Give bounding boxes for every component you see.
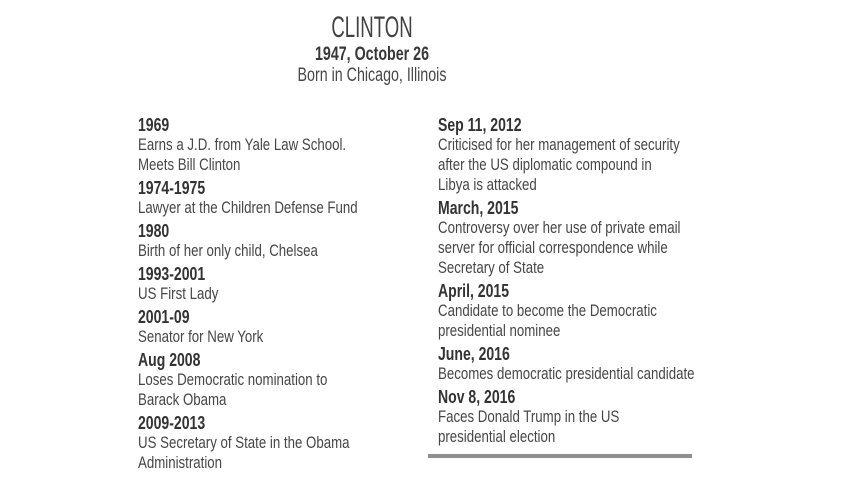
entry-date: 1993-2001 (138, 264, 206, 284)
bottom-divider-bar (428, 454, 692, 458)
timeline-entry: Aug 2008 Loses Democratic nomination to … (138, 350, 473, 410)
entry-date: 2001-09 (138, 307, 190, 327)
entry-description: Loses Democratic nomination to Barack Ob… (138, 370, 328, 409)
timeline-entry: April, 2015 Candidate to become the Demo… (438, 281, 773, 341)
timeline-left-column: 1969 Earns a J.D. from Yale Law School. … (138, 115, 473, 476)
entry-date: Sep 11, 2012 (438, 115, 522, 135)
timeline-entry: 1993-2001 US First Lady (138, 264, 473, 304)
timeline-entry: Nov 8, 2016 Faces Donald Trump in the US… (438, 387, 773, 447)
timeline-entry: 2001-09 Senator for New York (138, 307, 473, 347)
page-title: CLINTON (331, 11, 413, 44)
entry-date: Aug 2008 (138, 350, 201, 370)
entry-description: Controversy over her use of private emai… (438, 218, 681, 277)
entry-date: April, 2015 (438, 281, 510, 301)
entry-date: June, 2016 (438, 344, 510, 364)
timeline-entry: 1974-1975 Lawyer at the Children Defense… (138, 178, 473, 218)
entry-date: 1974-1975 (138, 178, 206, 198)
timeline-right-column: Sep 11, 2012 Criticised for her manageme… (438, 115, 773, 450)
entry-description: Candidate to become the Democratic presi… (438, 301, 657, 340)
entry-description: Earns a J.D. from Yale Law School. Meets… (138, 135, 347, 174)
entry-description: Lawyer at the Children Defense Fund (138, 198, 358, 217)
timeline-entry: 1980 Birth of her only child, Chelsea (138, 221, 473, 261)
entry-date: 1969 (138, 115, 170, 135)
entry-date: March, 2015 (438, 198, 519, 218)
birth-date: 1947, October 26 (314, 44, 430, 65)
entry-date: Nov 8, 2016 (438, 387, 516, 407)
entry-description: Criticised for her management of securit… (438, 135, 680, 194)
timeline-entry: 2009-2013 US Secretary of State in the O… (138, 413, 473, 473)
entry-description: Senator for New York (138, 327, 264, 346)
timeline-entry: 1969 Earns a J.D. from Yale Law School. … (138, 115, 473, 175)
birth-place: Born in Chicago, Illinois (297, 65, 447, 86)
entry-description: Birth of her only child, Chelsea (138, 241, 318, 260)
entry-description: US Secretary of State in the Obama Admin… (138, 433, 350, 472)
page-header: CLINTON 1947, October 26 Born in Chicago… (0, 11, 744, 87)
entry-description: Becomes democratic presidential candidat… (438, 364, 695, 383)
timeline-entry: June, 2016 Becomes democratic presidenti… (438, 344, 773, 384)
timeline-entry: Sep 11, 2012 Criticised for her manageme… (438, 115, 773, 195)
entry-date: 2009-2013 (138, 413, 206, 433)
entry-date: 1980 (138, 221, 170, 241)
entry-description: Faces Donald Trump in the US presidentia… (438, 407, 620, 446)
timeline-entry: March, 2015 Controversy over her use of … (438, 198, 773, 278)
entry-description: US First Lady (138, 284, 219, 303)
